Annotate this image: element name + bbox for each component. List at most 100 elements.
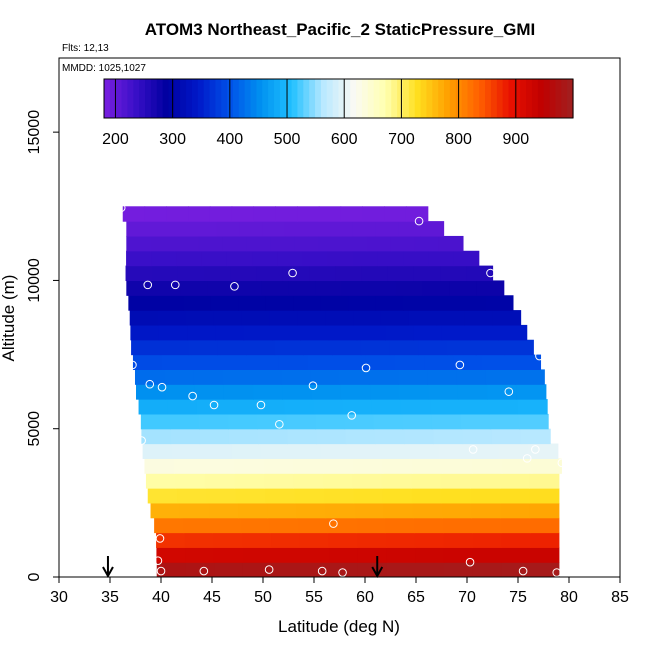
colorbar-segment <box>168 79 175 118</box>
observation-points <box>116 203 567 577</box>
field-cell <box>501 532 531 548</box>
observation-point <box>116 203 126 213</box>
field-cell <box>385 517 415 534</box>
colorbar-segment <box>250 79 258 118</box>
field-cell <box>263 473 294 489</box>
field-cell <box>270 235 296 252</box>
field-cell <box>302 250 329 267</box>
field-cell <box>322 473 353 489</box>
field-cell <box>252 250 278 267</box>
observation-point <box>414 216 424 226</box>
field-cell <box>210 295 239 311</box>
field-cell <box>300 562 330 577</box>
field-cell <box>472 532 502 548</box>
field-cell <box>213 547 244 563</box>
field-cell <box>529 502 560 519</box>
field-cell <box>148 221 173 237</box>
field-cell <box>228 413 258 430</box>
field-cell <box>211 517 242 534</box>
field-cell <box>136 384 166 400</box>
observation-point <box>531 445 540 454</box>
field-cell <box>422 280 451 296</box>
colorbar-segment <box>567 79 574 118</box>
colorbar-segment <box>133 79 140 118</box>
colorbar-segment <box>432 79 439 118</box>
x-tick-label: 70 <box>458 589 476 606</box>
observation-point <box>275 419 284 429</box>
field-cell <box>300 324 330 341</box>
field-cell <box>167 399 198 415</box>
observation-point <box>486 268 495 278</box>
field-cell <box>357 547 387 563</box>
field-cell <box>472 562 502 577</box>
field-cell <box>176 250 203 267</box>
field-cell <box>287 428 318 445</box>
colorbar-segment <box>391 79 398 118</box>
field-cell <box>460 413 491 430</box>
field-cell <box>226 250 253 267</box>
field-cell <box>414 532 445 548</box>
field-cell <box>470 488 501 504</box>
field-cell <box>499 473 530 489</box>
field-cell <box>428 250 455 267</box>
field-cell <box>220 354 250 370</box>
field-cell <box>386 562 416 577</box>
field-cell <box>196 399 227 415</box>
field-cell <box>498 443 529 459</box>
field-cell <box>234 473 265 489</box>
field-cell <box>341 280 370 296</box>
field-cell <box>501 562 531 577</box>
field-cell <box>126 221 150 237</box>
observation-point <box>156 566 166 576</box>
colorbar-segment <box>115 79 123 118</box>
field-cell <box>185 547 215 563</box>
field-cell <box>169 413 200 430</box>
field-cell <box>360 339 391 356</box>
field-cell <box>203 458 235 474</box>
field-cell <box>175 473 206 489</box>
field-cell <box>330 221 354 237</box>
field-cell <box>500 488 531 504</box>
field-cell <box>357 562 388 577</box>
field-cell <box>157 310 187 326</box>
observation-point <box>468 445 478 454</box>
field-cell <box>318 235 344 252</box>
field-cell <box>328 324 358 341</box>
field-cell <box>269 310 298 326</box>
field-cell <box>282 384 313 400</box>
colorbar-frame <box>103 78 574 119</box>
arrow-marker <box>102 556 114 579</box>
field-cell <box>476 280 505 296</box>
colorbar-segment <box>350 79 357 118</box>
field-cell <box>256 265 284 282</box>
field-cell <box>464 310 494 326</box>
field-cell <box>311 384 342 400</box>
field-cell <box>441 324 471 341</box>
colorbar-segment <box>315 79 322 118</box>
colorbar-segment <box>109 79 117 118</box>
field-cell <box>327 250 354 267</box>
colorbar-segment <box>461 79 469 118</box>
field-cell <box>214 562 244 577</box>
field-cell <box>284 399 315 415</box>
field-cell <box>438 235 464 252</box>
observation-point <box>264 565 274 574</box>
field-cell <box>485 295 514 311</box>
field-cell <box>180 280 208 296</box>
field-cell <box>251 369 282 385</box>
field-cell <box>327 517 358 534</box>
field-cell <box>443 547 474 563</box>
field-cell <box>303 339 333 356</box>
field-cell <box>436 310 466 326</box>
field-cell <box>158 324 188 341</box>
field-cell <box>519 413 549 430</box>
field-cell <box>377 250 404 267</box>
colorbar: 200 300 400 500 600 700 800 900 <box>102 78 574 148</box>
field-cell <box>325 502 356 519</box>
field-cell <box>263 458 294 474</box>
field-cell <box>228 428 259 445</box>
field-cell <box>238 502 268 519</box>
field-cell <box>415 562 445 577</box>
field-cell <box>350 443 381 459</box>
colorbar-segment <box>426 79 433 118</box>
